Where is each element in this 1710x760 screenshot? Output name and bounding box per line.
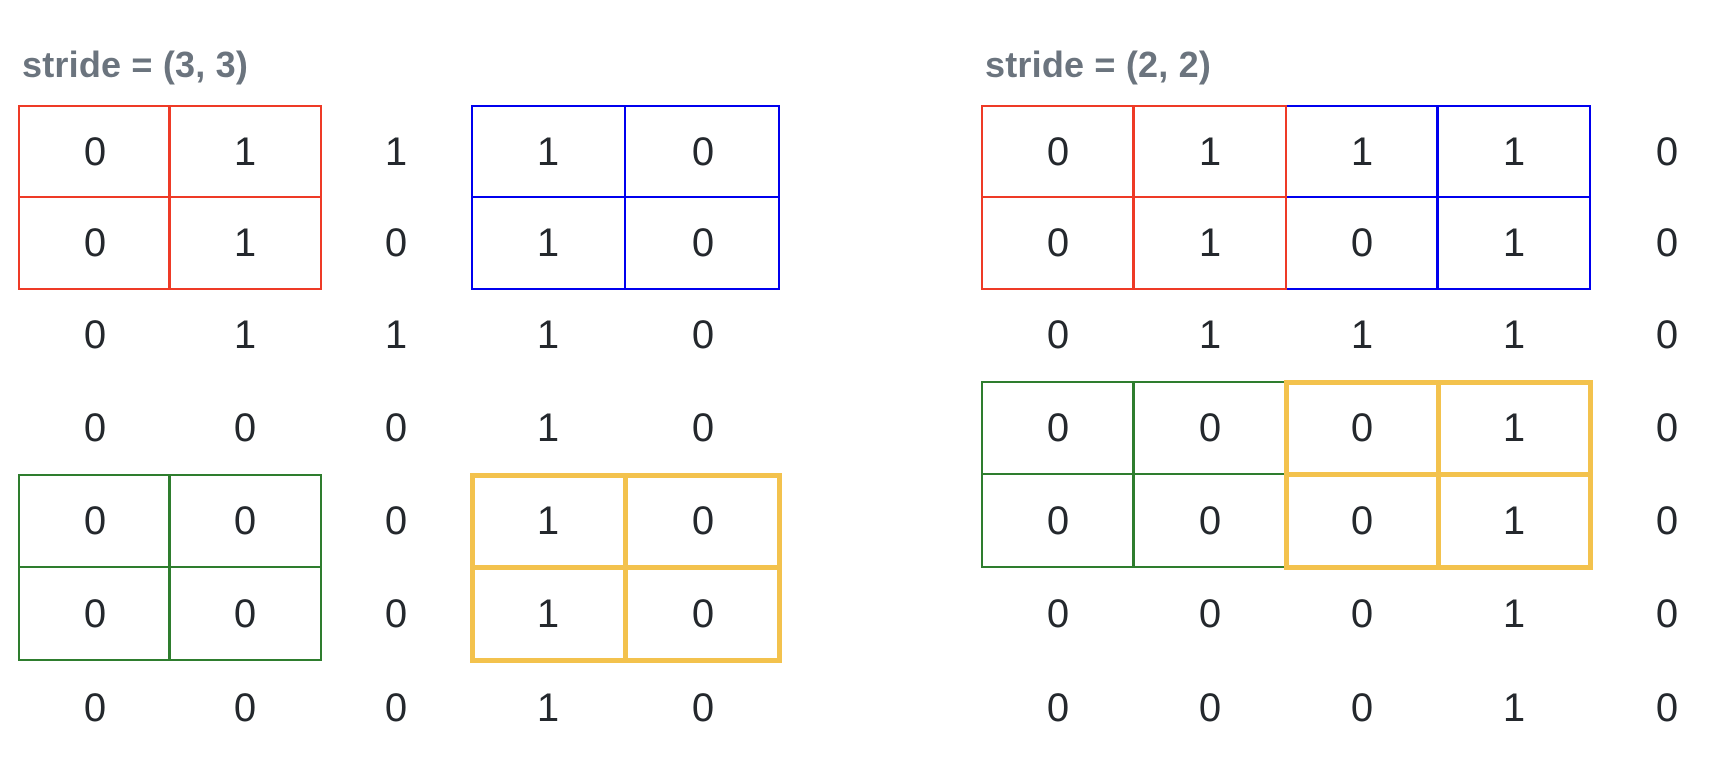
- matrix-cell: 0: [1655, 313, 1679, 357]
- matrix-cell: 0: [83, 130, 107, 174]
- yellow-window: [1283, 379, 1593, 570]
- matrix-cell: 0: [1046, 130, 1070, 174]
- matrix-cell: 1: [536, 406, 560, 450]
- matrix-cell: 0: [233, 686, 257, 730]
- red-window: [17, 104, 323, 291]
- matrix-cell: 1: [536, 499, 560, 543]
- matrix-cell: 1: [1198, 130, 1222, 174]
- matrix-cell: 0: [384, 221, 408, 265]
- matrix-cell: 1: [1502, 592, 1526, 636]
- red-window-horizontal-divider: [19, 195, 321, 199]
- matrix-cell: 0: [691, 686, 715, 730]
- matrix-cell: 1: [233, 130, 257, 174]
- matrix-cell: 0: [83, 686, 107, 730]
- green-window: [980, 380, 1288, 569]
- panel-title-stride-2-2: stride = (2, 2): [985, 43, 1212, 85]
- matrix-cell: 1: [1502, 130, 1526, 174]
- matrix-cell: 1: [1502, 406, 1526, 450]
- matrix-cell: 0: [1655, 592, 1679, 636]
- matrix-cell: 0: [384, 499, 408, 543]
- blue-window: [1284, 104, 1592, 291]
- matrix-cell: 0: [83, 221, 107, 265]
- matrix-cell: 0: [1198, 499, 1222, 543]
- matrix-cell: 0: [1046, 406, 1070, 450]
- red-window: [980, 104, 1288, 291]
- blue-window: [470, 104, 781, 291]
- matrix-cell: 1: [536, 130, 560, 174]
- matrix-cell: 1: [233, 313, 257, 357]
- matrix-cell: 1: [536, 686, 560, 730]
- matrix-cell: 0: [83, 592, 107, 636]
- matrix-cell: 0: [1350, 592, 1374, 636]
- matrix-cell: 0: [1655, 686, 1679, 730]
- matrix-cell: 0: [1198, 686, 1222, 730]
- matrix-cell: 1: [1502, 221, 1526, 265]
- matrix-cell: 0: [1198, 406, 1222, 450]
- matrix-cell: 1: [1502, 499, 1526, 543]
- matrix-cell: 1: [536, 592, 560, 636]
- matrix-cell: 0: [233, 499, 257, 543]
- matrix-cell: 0: [691, 221, 715, 265]
- matrix-cell: 1: [1350, 130, 1374, 174]
- matrix-cell: 1: [536, 313, 560, 357]
- green-window-horizontal-divider: [982, 472, 1286, 476]
- matrix-cell: 1: [384, 130, 408, 174]
- matrix-cell: 0: [233, 406, 257, 450]
- matrix-cell: 0: [233, 592, 257, 636]
- matrix-cell: 1: [1198, 221, 1222, 265]
- blue-window-horizontal-divider: [472, 195, 779, 199]
- panel-title-stride-3-3: stride = (3, 3): [22, 43, 249, 85]
- matrix-cell: 0: [1046, 592, 1070, 636]
- matrix-cell: 0: [1350, 221, 1374, 265]
- matrix-cell: 0: [1350, 499, 1374, 543]
- matrix-cell: 0: [1655, 406, 1679, 450]
- matrix-cell: 0: [1655, 499, 1679, 543]
- matrix-cell: 1: [233, 221, 257, 265]
- yellow-window-horizontal-divider: [1288, 472, 1588, 477]
- matrix-cell: 0: [384, 406, 408, 450]
- matrix-cell: 0: [1655, 130, 1679, 174]
- matrix-cell: 1: [536, 221, 560, 265]
- yellow-window-horizontal-divider: [474, 565, 777, 570]
- matrix-cell: 0: [691, 406, 715, 450]
- matrix-cell: 0: [1046, 686, 1070, 730]
- matrix-cell: 1: [1502, 313, 1526, 357]
- matrix-cell: 1: [1502, 686, 1526, 730]
- matrix-cell: 0: [384, 686, 408, 730]
- red-window-horizontal-divider: [982, 195, 1286, 199]
- matrix-cell: 0: [83, 313, 107, 357]
- matrix-cell: 0: [1350, 406, 1374, 450]
- blue-window-horizontal-divider: [1286, 195, 1590, 199]
- matrix-cell: 1: [1198, 313, 1222, 357]
- matrix-cell: 0: [691, 130, 715, 174]
- green-window: [17, 473, 323, 662]
- matrix-cell: 0: [83, 499, 107, 543]
- matrix-cell: 0: [83, 406, 107, 450]
- green-window-horizontal-divider: [19, 565, 321, 569]
- yellow-window: [469, 472, 782, 663]
- matrix-cell: 0: [1046, 221, 1070, 265]
- matrix-cell: 0: [1198, 592, 1222, 636]
- matrix-cell: 0: [691, 592, 715, 636]
- matrix-cell: 0: [691, 313, 715, 357]
- matrix-cell: 0: [1046, 499, 1070, 543]
- matrix-cell: 0: [1046, 313, 1070, 357]
- matrix-cell: 1: [1350, 313, 1374, 357]
- matrix-cell: 0: [1655, 221, 1679, 265]
- matrix-cell: 0: [384, 592, 408, 636]
- matrix-cell: 0: [691, 499, 715, 543]
- matrix-cell: 1: [384, 313, 408, 357]
- matrix-cell: 0: [1350, 686, 1374, 730]
